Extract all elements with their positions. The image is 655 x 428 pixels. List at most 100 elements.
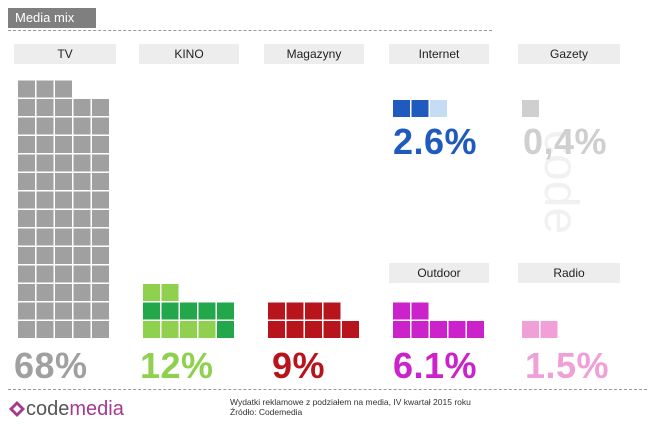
waffle-cell-magazyny [342, 321, 359, 338]
title-divider [8, 30, 492, 31]
waffle-cell-tv [92, 321, 109, 338]
waffle-cell-tv [36, 117, 54, 135]
waffle-cell-tv [92, 154, 109, 172]
waffle-cell-tv [18, 210, 35, 227]
waffle-cell-tv [36, 80, 54, 98]
waffle-cell-tv [55, 265, 72, 283]
category-label-outdoor: Outdoor [389, 263, 489, 283]
footnote-source: Źródło: Codemedia [230, 407, 303, 417]
waffle-cell-outdoor [448, 321, 466, 338]
waffle-cell-tv [55, 247, 72, 264]
waffle-cell-tv [18, 99, 35, 116]
waffle-cell-outdoor [393, 321, 410, 338]
waffle-cell-tv [18, 284, 35, 301]
waffle-cell-tv [55, 80, 72, 98]
waffle-cell-tv [55, 99, 72, 116]
waffle-cell-tv [92, 265, 109, 283]
waffle-cell-kino [143, 302, 160, 320]
waffle-cell-tv [18, 173, 35, 190]
waffle-cell-tv [92, 117, 109, 135]
waffle-cell-tv [55, 154, 72, 172]
category-label-radio: Radio [518, 263, 620, 283]
waffle-cell-outdoor [393, 302, 410, 320]
waffle-cell-tv [36, 302, 54, 320]
waffle-cell-magazyny [323, 321, 341, 338]
waffle-cell-internet [393, 100, 410, 117]
value-label-magazyny: 9% [272, 345, 326, 386]
footnote: Wydatki reklamowe z podziałem na media, … [230, 397, 471, 417]
waffle-cell-tv [18, 80, 35, 98]
chart-title: Media mix [8, 8, 96, 28]
waffle-cell-tv [73, 302, 91, 320]
waffle-cell-tv [55, 302, 72, 320]
waffle-cell-kino [180, 302, 197, 320]
waffle-cell-tv [36, 284, 54, 301]
waffle-cell-tv [18, 265, 35, 283]
waffle-cell-internet [430, 100, 447, 117]
waffle-cell-tv [18, 154, 35, 172]
waffle-cell-tv [73, 210, 91, 227]
waffle-cell-tv [92, 191, 109, 209]
waffle-cell-tv [18, 136, 35, 153]
waffle-cell-magazyny [268, 302, 285, 320]
waffle-cell-tv [36, 191, 54, 209]
waffle-cell-tv [92, 228, 109, 246]
waffle-cell-tv [55, 228, 72, 246]
waffle-cell-tv [73, 154, 91, 172]
footnote-description: Wydatki reklamowe z podziałem na media, … [230, 397, 471, 407]
codemedia-logo-icon [9, 401, 25, 417]
waffle-cell-magazyny [286, 302, 304, 320]
waffle-cell-magazyny [305, 321, 322, 338]
waffle-cell-tv [36, 228, 54, 246]
waffle-cell-kino [180, 321, 197, 338]
waffle-cell-magazyny [305, 302, 322, 320]
waffle-cell-tv [92, 173, 109, 190]
waffle-cell-tv [55, 191, 72, 209]
codemedia-logo: code media [8, 398, 124, 420]
logo-text-media: media [69, 397, 124, 420]
waffle-cell-tv [92, 247, 109, 264]
category-label-internet: Internet [389, 44, 489, 64]
waffle-cell-tv [55, 210, 72, 227]
waffle-cell-tv [36, 136, 54, 153]
waffle-cell-kino [161, 302, 179, 320]
waffle-cell-kino [161, 321, 179, 338]
waffle-cell-kino [143, 284, 160, 301]
value-label-radio: 1.5% [525, 345, 610, 386]
waffle-cell-tv [73, 321, 91, 338]
waffle-cell-radio [540, 321, 558, 338]
waffle-cell-tv [92, 99, 109, 116]
waffle-cell-tv [55, 173, 72, 190]
waffle-cell-kino [161, 284, 179, 301]
waffle-cell-tv [73, 191, 91, 209]
waffle-cell-magazyny [286, 321, 304, 338]
value-label-tv: 68% [14, 345, 88, 386]
waffle-cell-tv [73, 265, 91, 283]
waffle-cell-tv [73, 284, 91, 301]
value-label-gazety: 0,4% [523, 121, 608, 162]
waffle-cell-tv [55, 136, 72, 153]
waffle-cell-radio [522, 321, 539, 338]
waffle-cell-kino [198, 321, 216, 338]
waffle-cell-tv [36, 247, 54, 264]
waffle-cell-tv [73, 136, 91, 153]
waffle-cell-tv [18, 228, 35, 246]
waffle-cell-outdoor [411, 321, 429, 338]
waffle-cell-tv [18, 302, 35, 320]
category-label-kino: KINO [139, 44, 239, 64]
waffle-cell-tv [18, 191, 35, 209]
waffle-cell-tv [18, 321, 35, 338]
waffle-cell-kino [143, 321, 160, 338]
waffle-cell-tv [73, 228, 91, 246]
waffle-cell-gazety [522, 100, 539, 117]
waffle-cell-tv [73, 99, 91, 116]
waffle-cell-tv [92, 302, 109, 320]
waffle-cell-tv [18, 247, 35, 264]
waffle-cell-tv [55, 117, 72, 135]
waffle-cell-tv [36, 99, 54, 116]
waffle-cell-tv [92, 284, 109, 301]
waffle-cell-outdoor [430, 321, 447, 338]
waffle-cell-tv [36, 265, 54, 283]
waffle-cell-tv [36, 210, 54, 227]
waffle-cell-tv [92, 136, 109, 153]
